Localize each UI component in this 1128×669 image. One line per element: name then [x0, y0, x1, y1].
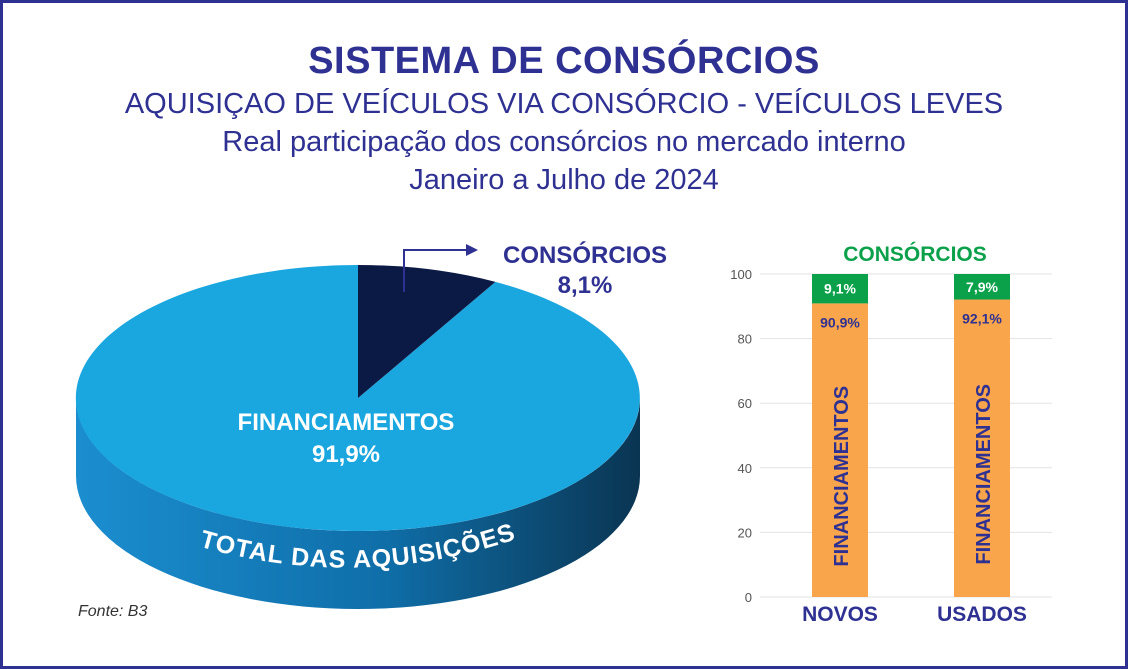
- y-tick-label: 20: [738, 525, 752, 540]
- bar-x-axis: NOVOS USADOS: [802, 603, 1027, 626]
- callout-arrow: [403, 249, 470, 292]
- page-subtitle-2: Real participação dos consórcios no merc…: [222, 126, 906, 158]
- y-tick-label: 60: [738, 396, 752, 411]
- page-subtitle-3: Janeiro a Julho de 2024: [409, 164, 719, 196]
- bar-financiamentos: [812, 303, 868, 597]
- bar-label-financiamentos: 90,9%: [820, 314, 860, 330]
- bar-label-consorcios: 9,1%: [824, 281, 856, 297]
- bar-financiamentos: [954, 299, 1010, 597]
- bar-label-financiamentos: 92,1%: [962, 311, 1002, 327]
- bar-chart: CONSÓRCIOS 0 20 40 60 80 100 9,1% 90,9% FINANCI…: [730, 242, 1052, 626]
- bar-series-name-financiamentos: FINANCIAMENTOS: [831, 386, 853, 567]
- y-tick-label: 80: [738, 332, 752, 347]
- bar-chart-title: CONSÓRCIOS: [843, 242, 987, 266]
- callout-arrow-head: [466, 244, 478, 256]
- pie-slice-financiamentos: [75, 264, 640, 531]
- bar-consorcios: [954, 274, 1010, 300]
- y-tick-label: 0: [745, 590, 752, 605]
- bar-y-axis: 0 20 40 60 80 100: [730, 267, 752, 605]
- pie-chart: CONSÓRCIOS 8,1% FINANCIAMENTOS 91,9% TOT…: [75, 241, 667, 609]
- page-subtitle-1: AQUISIÇAO DE VEÍCULOS VIA CONSÓRCIO - VE…: [124, 88, 1004, 120]
- bar-consorcios: [812, 274, 868, 304]
- bar-label-consorcios: 7,9%: [966, 279, 998, 295]
- pie-value-financiamentos: 91,9%: [312, 441, 380, 468]
- x-tick-label: NOVOS: [802, 603, 878, 626]
- pie-value-consorcios: 8,1%: [558, 272, 613, 299]
- bar-series: 9,1% 90,9% FINANCIAMENTOS 7,9% 92,1% FINANCIA…: [812, 274, 1010, 597]
- pie-label-financiamentos: FINANCIAMENTOS: [238, 409, 455, 436]
- bar-series-name-financiamentos: FINANCIAMENTOS: [973, 384, 995, 565]
- pie-label-consorcios: CONSÓRCIOS: [503, 241, 667, 269]
- y-tick-label: 40: [738, 461, 752, 476]
- page-title: SISTEMA DE CONSÓRCIOS: [308, 40, 820, 82]
- pie-side-rim: [76, 398, 640, 609]
- source-note: Fonte: B3: [78, 603, 148, 620]
- pie-slice-consorcios: [358, 265, 496, 398]
- y-tick-label: 100: [730, 267, 752, 282]
- x-tick-label: USADOS: [937, 603, 1027, 626]
